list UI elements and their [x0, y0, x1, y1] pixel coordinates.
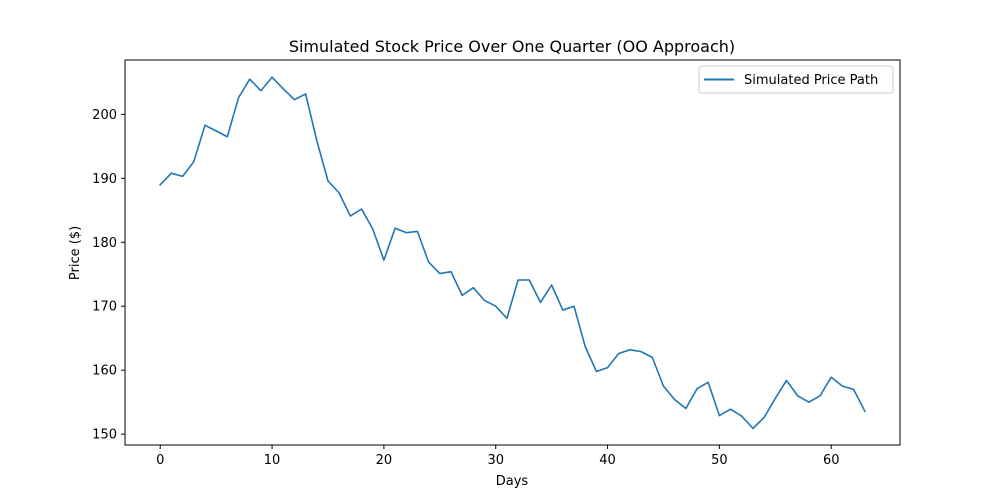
x-tick-label: 20 [376, 453, 393, 468]
x-tick-label: 10 [264, 453, 281, 468]
legend-box [698, 65, 894, 94]
legend-label: Simulated Price Path [744, 73, 878, 88]
legend: Simulated Price Path [698, 65, 894, 94]
y-axis: 150 160 170 180 190 200 [92, 108, 125, 443]
y-tick-label: 180 [92, 236, 117, 251]
x-tick-label: 50 [711, 453, 728, 468]
y-tick-label: 200 [92, 108, 117, 123]
y-tick-label: 170 [92, 300, 117, 315]
x-tick-label: 40 [599, 453, 616, 468]
y-tick-label: 160 [92, 364, 117, 379]
x-axis: 0 10 20 30 40 50 60 [156, 445, 839, 468]
y-tick-label: 190 [92, 172, 117, 187]
x-axis-label: Days [496, 474, 529, 489]
y-tick-label: 150 [92, 428, 117, 443]
series-line [159, 76, 866, 430]
x-tick-label: 30 [487, 453, 504, 468]
chart-title: Simulated Stock Price Over One Quarter (… [289, 37, 735, 56]
plot-area [124, 59, 901, 446]
x-tick-label: 60 [823, 453, 840, 468]
series-layer [159, 76, 866, 430]
x-tick-label: 0 [156, 453, 164, 468]
y-axis-label: Price ($) [68, 226, 83, 280]
